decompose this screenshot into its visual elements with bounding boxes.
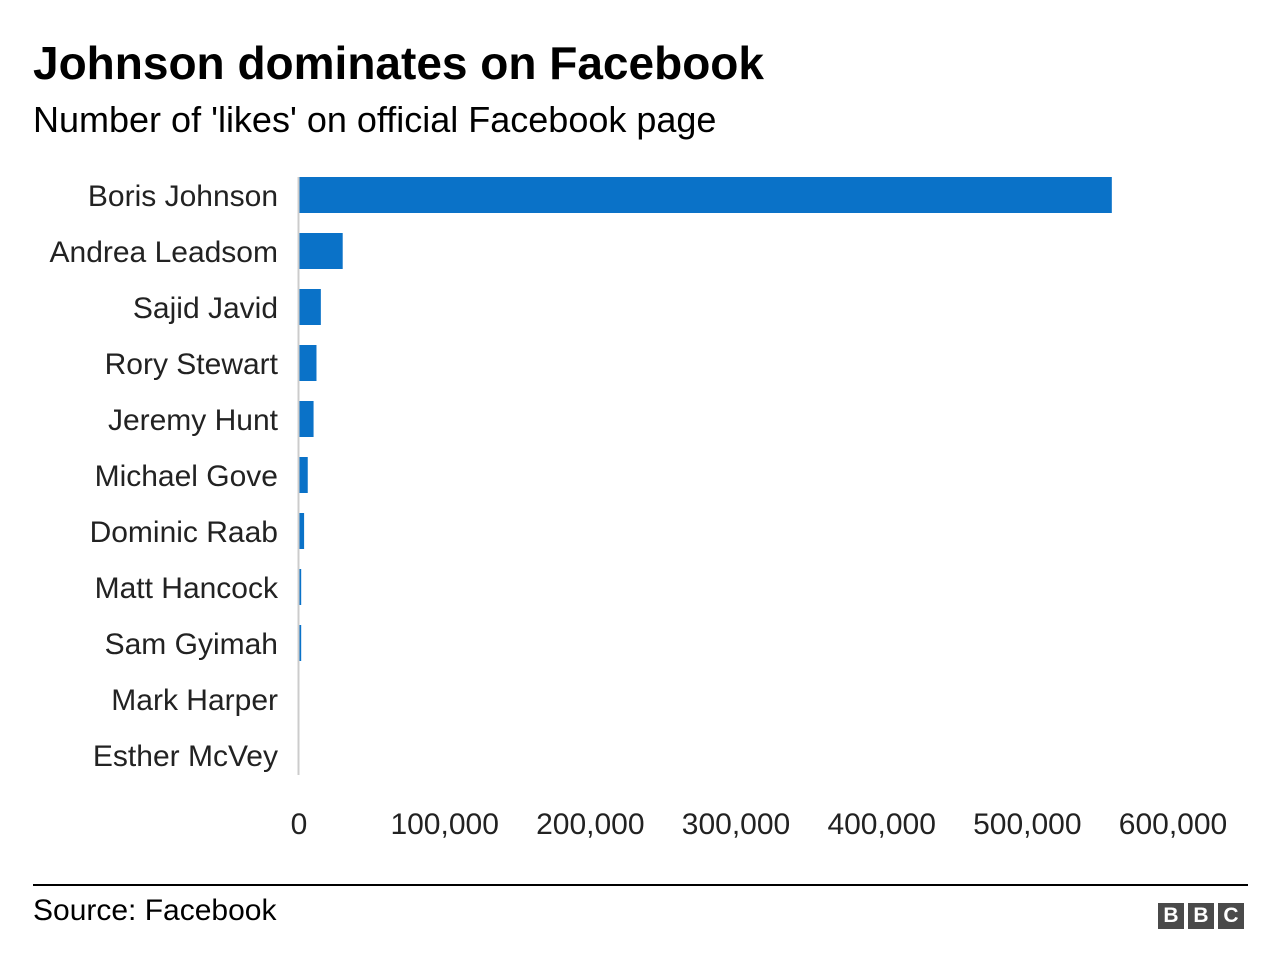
bar-matt-hancock (299, 569, 302, 605)
category-labels-group: Boris Johnson Andrea Leadsom Sajid Javid Ro… (50, 180, 279, 773)
bars-group (299, 177, 1112, 661)
category-label: Michael Gove (95, 460, 278, 493)
bar-andrea-leadsom (299, 233, 343, 269)
bar-chart: Boris Johnson Andrea Leadsom Sajid Javid Ro… (50, 177, 1228, 841)
bar-sam-gyimah (299, 625, 302, 661)
chart-subtitle: Number of 'likes' on official Facebook p… (33, 99, 717, 140)
x-tick-label: 100,000 (390, 808, 498, 841)
footer-divider (33, 884, 1248, 886)
category-label: Mark Harper (111, 684, 278, 717)
x-tick-label: 300,000 (682, 808, 790, 841)
category-label: Jeremy Hunt (108, 404, 279, 437)
source-note: Source: Facebook (33, 894, 277, 927)
bar-rory-stewart (299, 345, 317, 381)
bar-michael-gove (299, 457, 308, 493)
category-label: Esther McVey (93, 740, 278, 773)
bar-dominic-raab (299, 513, 305, 549)
bbc-logo-letter-3: C (1218, 903, 1244, 929)
category-label: Sam Gyimah (105, 628, 278, 661)
category-label: Andrea Leadsom (50, 236, 279, 269)
bbc-logo-letter-1: B (1158, 903, 1184, 929)
x-tick-labels-group: 0 100,000 200,000 300,000 400,000 500,000 600,… (291, 808, 1228, 841)
bar-jeremy-hunt (299, 401, 314, 437)
x-tick-label: 0 (291, 808, 308, 841)
x-tick-label: 400,000 (827, 808, 935, 841)
x-tick-label: 200,000 (536, 808, 644, 841)
category-label: Sajid Javid (133, 292, 278, 325)
bar-boris-johnson (299, 177, 1112, 213)
chart-title: Johnson dominates on Facebook (33, 37, 764, 89)
category-label: Boris Johnson (88, 180, 278, 213)
bbc-logo: B B C (1158, 903, 1244, 929)
category-label: Dominic Raab (90, 516, 278, 549)
x-tick-label: 500,000 (973, 808, 1081, 841)
category-label: Rory Stewart (105, 348, 279, 381)
category-label: Matt Hancock (95, 572, 279, 605)
x-tick-label: 600,000 (1119, 808, 1227, 841)
bbc-logo-letter-2: B (1188, 903, 1214, 929)
bar-sajid-javid (299, 289, 321, 325)
